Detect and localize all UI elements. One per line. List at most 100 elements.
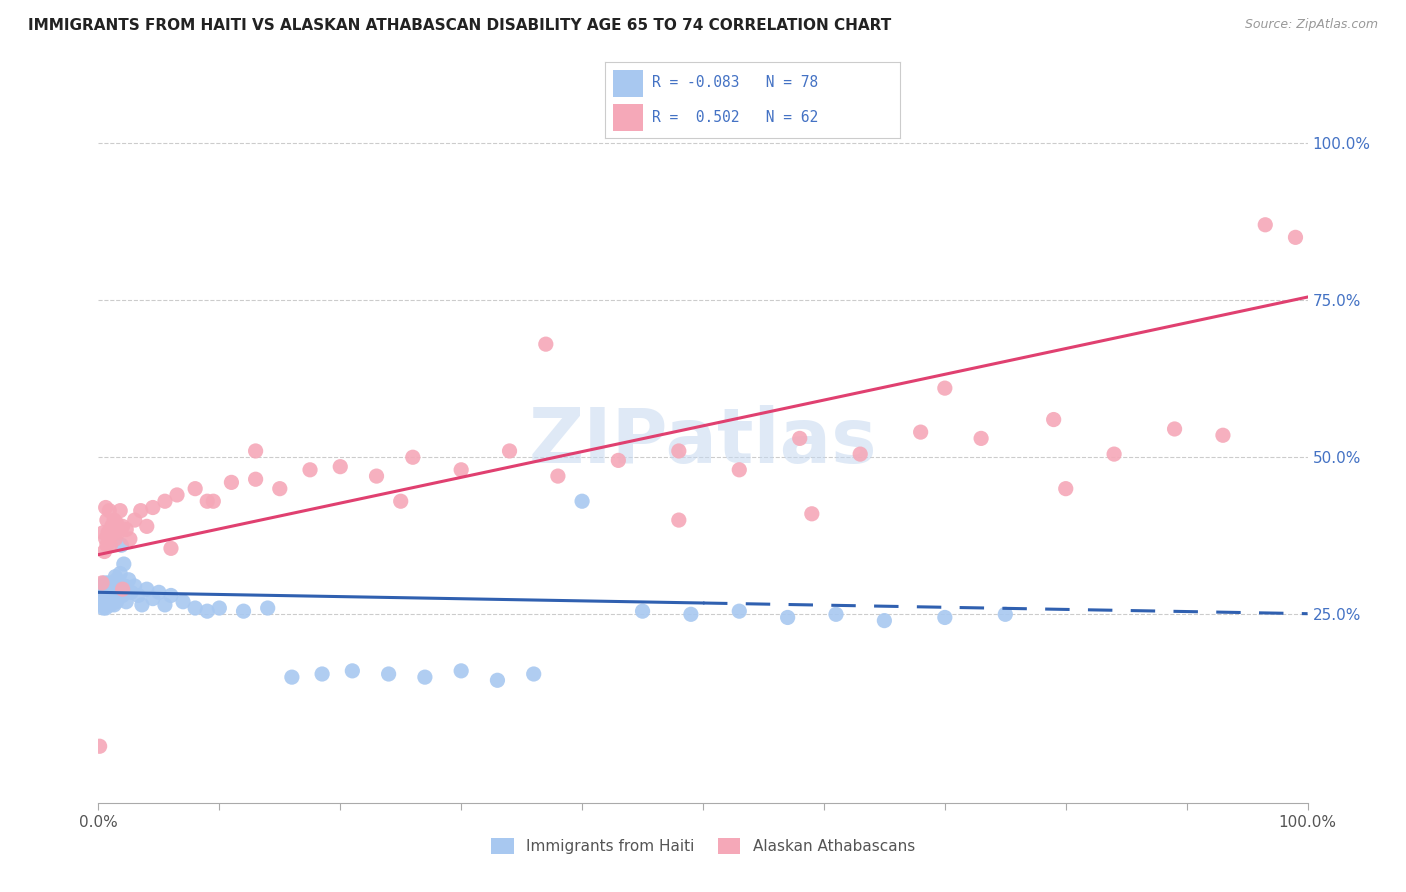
Point bbox=[104, 532, 127, 546]
Point bbox=[547, 469, 569, 483]
Point bbox=[111, 582, 134, 597]
Point bbox=[91, 579, 114, 593]
Point bbox=[103, 513, 125, 527]
Point bbox=[153, 598, 176, 612]
Point bbox=[221, 475, 243, 490]
Point bbox=[607, 453, 630, 467]
Point bbox=[104, 569, 127, 583]
Point bbox=[96, 598, 118, 612]
Point bbox=[91, 585, 114, 599]
Point bbox=[184, 482, 207, 496]
Point bbox=[93, 591, 115, 606]
Point bbox=[329, 459, 352, 474]
Bar bbox=[613, 70, 643, 96]
Point bbox=[108, 579, 131, 593]
Point bbox=[486, 673, 509, 688]
Point bbox=[103, 585, 125, 599]
Point bbox=[89, 739, 111, 754]
Point bbox=[873, 614, 896, 628]
Point bbox=[413, 670, 436, 684]
Point bbox=[142, 591, 165, 606]
Point bbox=[910, 425, 932, 439]
Point bbox=[342, 664, 364, 678]
Point bbox=[450, 463, 472, 477]
Point bbox=[94, 601, 117, 615]
Point bbox=[195, 604, 218, 618]
Point bbox=[366, 469, 388, 483]
Point bbox=[127, 589, 149, 603]
Point bbox=[202, 494, 225, 508]
Point bbox=[135, 582, 157, 597]
Point bbox=[94, 591, 117, 606]
Point bbox=[108, 566, 131, 581]
Text: R = -0.083   N = 78: R = -0.083 N = 78 bbox=[652, 76, 818, 90]
Point bbox=[97, 589, 120, 603]
Point bbox=[800, 507, 823, 521]
Point bbox=[256, 601, 278, 615]
Point bbox=[97, 525, 120, 540]
Point bbox=[100, 582, 122, 597]
Point bbox=[142, 500, 165, 515]
Point bbox=[96, 579, 118, 593]
Point bbox=[110, 538, 132, 552]
Point bbox=[166, 488, 188, 502]
Point bbox=[93, 544, 115, 558]
Point bbox=[789, 431, 811, 445]
Point bbox=[281, 670, 304, 684]
Point bbox=[232, 604, 254, 618]
Point bbox=[103, 598, 125, 612]
Point bbox=[91, 575, 114, 590]
Point bbox=[534, 337, 557, 351]
Point bbox=[377, 667, 399, 681]
Point bbox=[1284, 230, 1306, 244]
Point bbox=[105, 595, 128, 609]
Point bbox=[160, 541, 183, 556]
Point bbox=[91, 601, 114, 615]
Text: Source: ZipAtlas.com: Source: ZipAtlas.com bbox=[1244, 18, 1378, 31]
Point bbox=[100, 579, 122, 593]
Point bbox=[111, 519, 134, 533]
Point bbox=[1042, 412, 1064, 426]
Point bbox=[111, 589, 134, 603]
Point bbox=[849, 447, 872, 461]
Point bbox=[299, 463, 322, 477]
Point bbox=[101, 582, 124, 597]
Point bbox=[120, 585, 142, 599]
Point bbox=[101, 595, 124, 609]
Point bbox=[934, 610, 956, 624]
Point bbox=[97, 595, 120, 609]
Point bbox=[107, 525, 129, 540]
Point bbox=[523, 667, 546, 681]
Point bbox=[124, 513, 146, 527]
Point bbox=[1254, 218, 1277, 232]
Point bbox=[114, 579, 136, 593]
Point bbox=[118, 532, 141, 546]
Text: ZIPatlas: ZIPatlas bbox=[529, 405, 877, 478]
Point bbox=[311, 667, 333, 681]
Point bbox=[153, 494, 176, 508]
Point bbox=[105, 516, 128, 531]
Point bbox=[93, 585, 115, 599]
Point bbox=[776, 610, 799, 624]
Point bbox=[148, 585, 170, 599]
Point bbox=[96, 513, 118, 527]
Point bbox=[389, 494, 412, 508]
Point bbox=[269, 482, 291, 496]
Point bbox=[728, 463, 751, 477]
Point bbox=[450, 664, 472, 678]
Point bbox=[91, 525, 114, 540]
Point bbox=[195, 494, 218, 508]
Point bbox=[115, 523, 138, 537]
Point bbox=[100, 538, 122, 552]
Point bbox=[1163, 422, 1185, 436]
Bar bbox=[613, 104, 643, 130]
Point bbox=[245, 444, 267, 458]
Point bbox=[112, 557, 135, 571]
Point bbox=[994, 607, 1017, 622]
Point bbox=[107, 589, 129, 603]
Point bbox=[100, 598, 122, 612]
Point bbox=[115, 595, 138, 609]
Point bbox=[96, 585, 118, 599]
Point bbox=[91, 591, 114, 606]
Point bbox=[124, 579, 146, 593]
